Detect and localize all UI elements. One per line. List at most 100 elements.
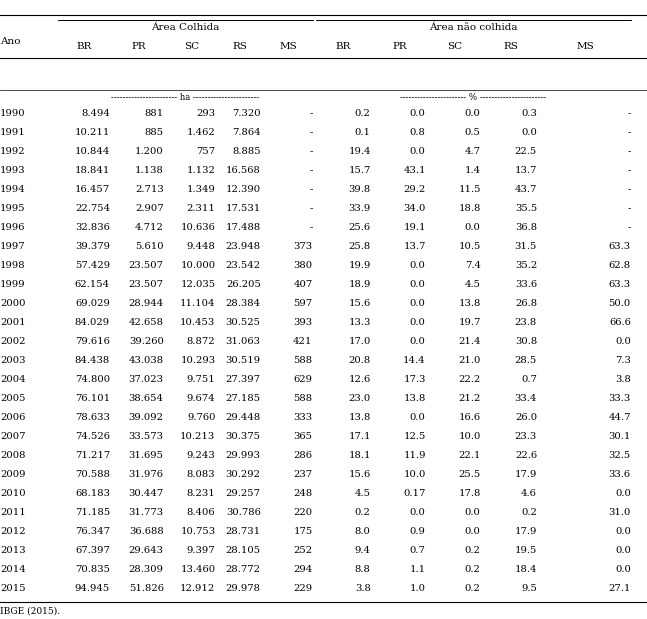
- Text: 25.8: 25.8: [349, 242, 371, 251]
- Text: 68.183: 68.183: [75, 489, 110, 498]
- Text: 175: 175: [293, 527, 313, 536]
- Text: 23.948: 23.948: [226, 242, 261, 251]
- Text: 2007: 2007: [0, 432, 25, 441]
- Text: 32.5: 32.5: [609, 451, 631, 460]
- Text: 13.7: 13.7: [403, 242, 426, 251]
- Text: 2012: 2012: [0, 527, 26, 536]
- Text: 30.1: 30.1: [608, 432, 631, 441]
- Text: 22.6: 22.6: [515, 451, 537, 460]
- Text: 2002: 2002: [0, 337, 25, 346]
- Text: 0.0: 0.0: [410, 299, 426, 308]
- Text: 13.3: 13.3: [348, 318, 371, 327]
- Text: 8.494: 8.494: [81, 109, 110, 118]
- Text: 1.1: 1.1: [410, 565, 426, 574]
- Text: 0.17: 0.17: [403, 489, 426, 498]
- Text: 2.713: 2.713: [135, 185, 164, 194]
- Text: RS: RS: [503, 42, 518, 51]
- Text: 17.0: 17.0: [348, 337, 371, 346]
- Text: 36.8: 36.8: [515, 223, 537, 232]
- Text: 10.453: 10.453: [181, 318, 215, 327]
- Text: 0.0: 0.0: [465, 223, 481, 232]
- Text: 0.1: 0.1: [355, 128, 371, 137]
- Text: 248: 248: [293, 489, 313, 498]
- Text: 17.1: 17.1: [348, 432, 371, 441]
- Text: 0.3: 0.3: [521, 109, 537, 118]
- Text: 26.8: 26.8: [515, 299, 537, 308]
- Text: 31.773: 31.773: [129, 508, 164, 517]
- Text: 0.2: 0.2: [465, 546, 481, 555]
- Text: 8.872: 8.872: [187, 337, 215, 346]
- Text: 333: 333: [293, 413, 313, 422]
- Text: 1.349: 1.349: [186, 185, 215, 194]
- Text: 29.978: 29.978: [226, 584, 261, 593]
- Text: 43.1: 43.1: [403, 166, 426, 175]
- Text: 30.8: 30.8: [515, 337, 537, 346]
- Text: 22.2: 22.2: [459, 375, 481, 384]
- Text: -: -: [309, 204, 313, 213]
- Text: Área Colhida: Área Colhida: [151, 24, 219, 32]
- Text: 29.993: 29.993: [226, 451, 261, 460]
- Text: 18.9: 18.9: [348, 280, 371, 289]
- Text: 10.293: 10.293: [181, 356, 215, 365]
- Text: 9.751: 9.751: [187, 375, 215, 384]
- Text: 13.460: 13.460: [181, 565, 215, 574]
- Text: 76.101: 76.101: [75, 394, 110, 403]
- Text: 629: 629: [294, 375, 313, 384]
- Text: 11.104: 11.104: [180, 299, 215, 308]
- Text: 57.429: 57.429: [75, 261, 110, 270]
- Text: 43.038: 43.038: [129, 356, 164, 365]
- Text: 29.257: 29.257: [226, 489, 261, 498]
- Text: 7.864: 7.864: [232, 128, 261, 137]
- Text: 0.7: 0.7: [521, 375, 537, 384]
- Text: 21.2: 21.2: [458, 394, 481, 403]
- Text: 16.568: 16.568: [226, 166, 261, 175]
- Text: 62.154: 62.154: [75, 280, 110, 289]
- Text: 1.4: 1.4: [465, 166, 481, 175]
- Text: 17.9: 17.9: [514, 470, 537, 479]
- Text: 62.8: 62.8: [609, 261, 631, 270]
- Text: 16.6: 16.6: [459, 413, 481, 422]
- Text: 28.772: 28.772: [226, 565, 261, 574]
- Text: IBGE (2015).: IBGE (2015).: [0, 607, 60, 616]
- Text: 1.462: 1.462: [187, 128, 215, 137]
- Text: 15.7: 15.7: [348, 166, 371, 175]
- Text: 2003: 2003: [0, 356, 25, 365]
- Text: 1993: 1993: [0, 166, 26, 175]
- Text: 597: 597: [293, 299, 313, 308]
- Text: 23.8: 23.8: [515, 318, 537, 327]
- Text: 8.231: 8.231: [187, 489, 215, 498]
- Text: 1991: 1991: [0, 128, 26, 137]
- Text: 2008: 2008: [0, 451, 25, 460]
- Text: 294: 294: [293, 565, 313, 574]
- Text: 25.6: 25.6: [349, 223, 371, 232]
- Text: 9.760: 9.760: [187, 413, 215, 422]
- Text: -: -: [628, 128, 631, 137]
- Text: 70.588: 70.588: [75, 470, 110, 479]
- Text: 23.507: 23.507: [129, 261, 164, 270]
- Text: 365: 365: [294, 432, 313, 441]
- Text: 0.0: 0.0: [615, 527, 631, 536]
- Text: 0.0: 0.0: [410, 508, 426, 517]
- Text: 17.8: 17.8: [458, 489, 481, 498]
- Text: 757: 757: [196, 147, 215, 156]
- Text: 0.0: 0.0: [465, 527, 481, 536]
- Text: 50.0: 50.0: [609, 299, 631, 308]
- Text: 2.907: 2.907: [135, 204, 164, 213]
- Text: 2014: 2014: [0, 565, 26, 574]
- Text: ----------------------- ha -----------------------: ----------------------- ha -------------…: [111, 93, 259, 102]
- Text: 33.573: 33.573: [129, 432, 164, 441]
- Text: 38.654: 38.654: [129, 394, 164, 403]
- Text: 76.347: 76.347: [75, 527, 110, 536]
- Text: 30.525: 30.525: [226, 318, 261, 327]
- Text: 8.885: 8.885: [232, 147, 261, 156]
- Text: 18.4: 18.4: [514, 565, 537, 574]
- Text: 0.0: 0.0: [521, 128, 537, 137]
- Text: 2.311: 2.311: [186, 204, 215, 213]
- Text: 0.0: 0.0: [465, 109, 481, 118]
- Text: 13.8: 13.8: [458, 299, 481, 308]
- Text: 28.309: 28.309: [129, 565, 164, 574]
- Text: 27.1: 27.1: [608, 584, 631, 593]
- Text: 33.3: 33.3: [609, 394, 631, 403]
- Text: 23.3: 23.3: [515, 432, 537, 441]
- Text: 4.6: 4.6: [521, 489, 537, 498]
